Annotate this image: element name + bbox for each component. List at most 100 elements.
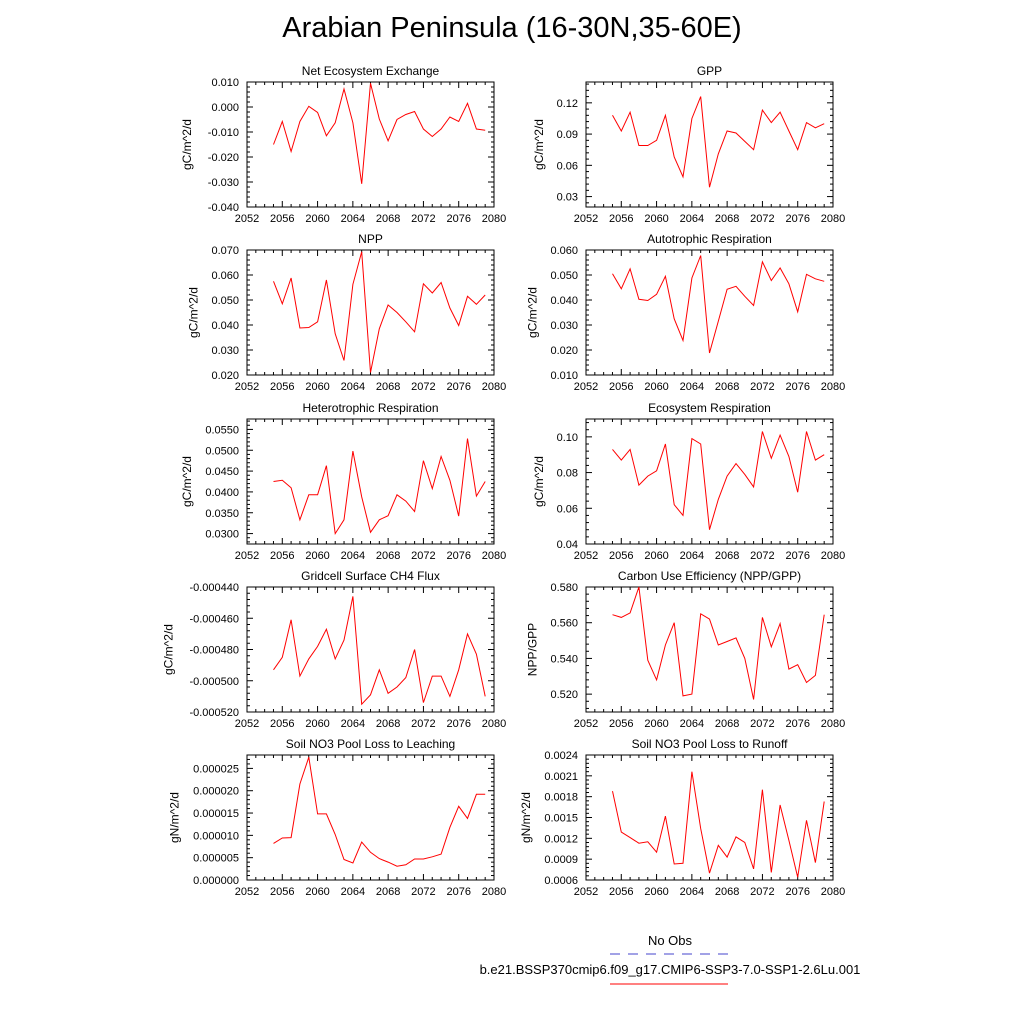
x-tick-label: 2056	[270, 718, 294, 730]
y-tick-label: 0.03	[557, 192, 578, 204]
series-line	[273, 438, 486, 536]
x-tick-label: 2068	[376, 718, 400, 730]
y-tick-label: 0.0550	[205, 424, 239, 436]
y-tick-label: 0.000005	[193, 853, 239, 865]
series-line	[273, 83, 486, 184]
x-tick-label: 2068	[715, 213, 739, 225]
panel-title: Soil NO3 Pool Loss to Runoff	[632, 737, 789, 751]
y-tick-label: 0.000020	[193, 786, 239, 798]
y-tick-label: -0.000440	[189, 582, 239, 594]
y-tick-label: 0.0012	[544, 833, 578, 845]
y-tick-label: 0.060	[550, 245, 578, 257]
y-tick-label: 0.010	[211, 77, 239, 89]
y-tick-label: 0.060	[211, 270, 239, 282]
x-tick-label: 2060	[644, 550, 668, 562]
x-tick-label: 2052	[574, 718, 598, 730]
x-tick-label: 2064	[680, 381, 704, 393]
panel-title: Net Ecosystem Exchange	[302, 64, 440, 78]
x-tick-label: 2060	[644, 381, 668, 393]
plot-frame	[585, 754, 834, 881]
y-tick-label: 0.0300	[205, 529, 239, 541]
x-tick-label: 2060	[644, 886, 668, 898]
y-axis-label: gC/m^2/d	[187, 287, 201, 338]
x-tick-label: 2052	[235, 886, 259, 898]
series-line	[273, 251, 486, 373]
x-tick-label: 2068	[715, 550, 739, 562]
y-tick-label: 0.0400	[205, 487, 239, 499]
x-tick-label: 2052	[235, 550, 259, 562]
x-tick-label: 2068	[376, 213, 400, 225]
x-tick-label: 2080	[821, 886, 845, 898]
y-tick-label: 0.0024	[544, 750, 578, 762]
x-tick-label: 2068	[715, 718, 739, 730]
plot-frame	[246, 754, 495, 881]
y-axis-label: gC/m^2/d	[526, 287, 540, 338]
y-axis-label: NPP/GPP	[526, 623, 540, 676]
y-tick-label: -0.000480	[189, 645, 239, 657]
panel-title: Carbon Use Efficiency (NPP/GPP)	[618, 569, 801, 583]
y-tick-label: 0.06	[557, 503, 578, 515]
y-tick-label: 0.540	[550, 653, 578, 665]
y-tick-label: 0.000000	[193, 875, 239, 887]
x-tick-label: 2080	[821, 550, 845, 562]
x-tick-label: 2060	[305, 381, 329, 393]
x-tick-label: 2056	[609, 886, 633, 898]
y-tick-label: 0.000	[211, 102, 239, 114]
x-tick-label: 2052	[235, 718, 259, 730]
x-tick-label: 2072	[411, 213, 435, 225]
legend-label-no-obs: No Obs	[647, 933, 693, 948]
y-tick-label: 0.000015	[193, 808, 239, 820]
y-tick-label: 0.580	[550, 582, 578, 594]
x-tick-label: 2052	[574, 886, 598, 898]
y-tick-label: -0.000500	[189, 676, 239, 688]
y-tick-label: -0.020	[208, 152, 239, 164]
y-tick-label: -0.000520	[189, 707, 239, 719]
panel-title: Gridcell Surface CH4 Flux	[301, 569, 440, 583]
y-axis-label: gN/m^2/d	[168, 792, 182, 843]
x-tick-label: 2056	[609, 213, 633, 225]
plot-frame	[585, 586, 834, 713]
x-tick-label: 2064	[341, 381, 365, 393]
y-tick-label: -0.010	[208, 127, 239, 139]
panel-title: NPP	[358, 232, 383, 246]
panel-heterotrophic-respiration: Heterotrophic Respiration 2052 2056 2060 206…	[180, 401, 506, 562]
x-tick-label: 2072	[411, 886, 435, 898]
y-tick-label: 0.09	[557, 129, 578, 141]
series-line	[273, 757, 486, 867]
y-tick-label: -0.000460	[189, 613, 239, 625]
x-tick-label: 2076	[785, 381, 809, 393]
panel-soil-no3-pool-loss-to-leaching: Soil NO3 Pool Loss to Leaching 2052 2056 20…	[168, 737, 507, 898]
panel-soil-no3-pool-loss-to-runoff: Soil NO3 Pool Loss to Runoff 2052 2056 2060…	[519, 737, 845, 898]
panel-carbon-use-efficiency-npp-gpp: Carbon Use Efficiency (NPP/GPP) 2052 2056 2…	[526, 569, 846, 730]
x-tick-label: 2072	[750, 886, 774, 898]
plot-frame	[585, 249, 834, 376]
x-tick-label: 2060	[644, 213, 668, 225]
y-axis-label: gC/m^2/d	[180, 456, 194, 507]
panel-npp: NPP 2052 2056 2060 2064 2068 2072 2076 2080 0.070…	[187, 232, 507, 393]
y-tick-label: 0.10	[557, 432, 578, 444]
figure-title: Arabian Peninsula (16-30N,35-60E)	[282, 12, 742, 44]
y-tick-label: 0.070	[211, 245, 239, 257]
y-tick-label: 0.0450	[205, 466, 239, 478]
x-tick-label: 2056	[609, 550, 633, 562]
y-tick-label: 0.0009	[544, 854, 578, 866]
x-tick-label: 2052	[235, 381, 259, 393]
panel-title: Heterotrophic Respiration	[302, 401, 438, 415]
x-tick-label: 2076	[785, 886, 809, 898]
x-tick-label: 2056	[270, 381, 294, 393]
y-tick-label: 0.0018	[544, 792, 578, 804]
x-tick-label: 2068	[376, 381, 400, 393]
x-tick-label: 2076	[446, 213, 470, 225]
x-tick-label: 2080	[821, 381, 845, 393]
x-tick-label: 2080	[482, 550, 506, 562]
y-tick-label: 0.010	[550, 370, 578, 382]
y-tick-label: 0.0350	[205, 508, 239, 520]
x-tick-label: 2080	[482, 381, 506, 393]
x-tick-label: 2060	[644, 718, 668, 730]
x-tick-label: 2076	[785, 718, 809, 730]
x-tick-label: 2064	[341, 213, 365, 225]
x-tick-label: 2052	[574, 213, 598, 225]
x-tick-label: 2080	[482, 213, 506, 225]
x-tick-label: 2072	[750, 381, 774, 393]
